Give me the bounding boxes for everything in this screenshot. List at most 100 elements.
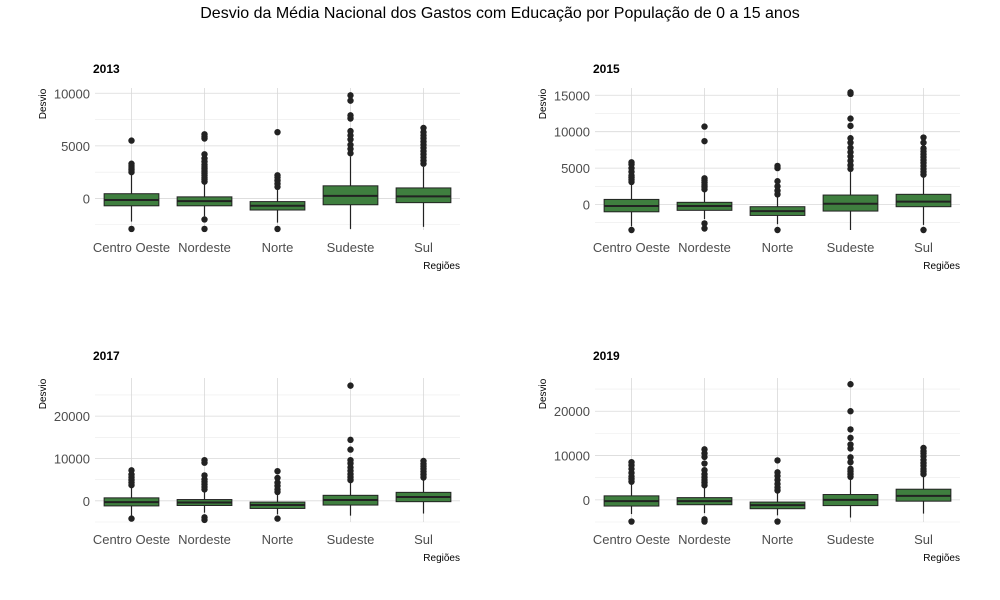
outlier-point xyxy=(847,135,854,142)
box-iqr xyxy=(395,187,452,204)
x-tick-label: Centro Oeste xyxy=(93,532,170,547)
outlier-point xyxy=(701,225,708,232)
panel-2013: 0 5000 10000 Centro Oeste Nordeste Norte Sudes… xyxy=(38,62,460,272)
outlier-point xyxy=(847,426,854,433)
y-tick-label: 0 xyxy=(583,198,590,213)
box-nordeste xyxy=(676,123,733,232)
y-tick-label: 10000 xyxy=(554,125,590,140)
x-tick-label: Sul xyxy=(414,240,433,255)
box-norte xyxy=(249,128,306,233)
outlier-point xyxy=(847,465,854,473)
x-axis-title: Regiões xyxy=(923,553,960,564)
outlier-point xyxy=(701,460,708,467)
outlier-point xyxy=(847,89,854,96)
box-centro-oeste xyxy=(103,467,160,522)
box-centro-oeste xyxy=(103,137,160,233)
outlier-point xyxy=(628,458,635,466)
x-axis-title: Regiões xyxy=(923,261,960,272)
box-norte xyxy=(749,162,806,234)
box-nordeste xyxy=(176,456,233,524)
outlier-point xyxy=(847,408,854,415)
outlier-point xyxy=(347,97,354,104)
x-axis-title: Regiões xyxy=(423,261,460,272)
y-tick-label: 0 xyxy=(583,493,590,508)
outlier-point xyxy=(128,467,135,474)
outlier-point xyxy=(847,381,854,388)
x-tick-label: Centro Oeste xyxy=(593,532,670,547)
outlier-point xyxy=(847,144,854,151)
outlier-point xyxy=(201,151,208,158)
x-tick-label: Centro Oeste xyxy=(93,240,170,255)
x-tick-label: Norte xyxy=(762,532,794,547)
outlier-point xyxy=(347,141,354,148)
outlier-point xyxy=(920,145,927,152)
y-tick-label: 20000 xyxy=(554,404,590,419)
outlier-point xyxy=(701,220,708,227)
x-tick-label: Sul xyxy=(914,532,933,547)
outlier-point xyxy=(128,137,135,144)
x-tick-label: Sul xyxy=(914,240,933,255)
y-tick-label: 5000 xyxy=(61,139,90,154)
box-sul xyxy=(895,134,952,234)
panel-2017: 0 10000 20000 Centro Oeste Nordeste Norte Sude… xyxy=(38,349,460,564)
panel-title: 2017 xyxy=(93,349,120,363)
box-sudeste xyxy=(822,381,879,518)
outlier-point xyxy=(128,225,135,233)
box-norte xyxy=(249,467,306,522)
outlier-point xyxy=(774,226,781,234)
y-tick-label: 10000 xyxy=(54,86,90,101)
outlier-point xyxy=(347,382,354,389)
outlier-point xyxy=(274,172,281,179)
outlier-point xyxy=(347,446,354,453)
x-tick-label: Centro Oeste xyxy=(593,240,670,255)
outlier-point xyxy=(774,469,781,476)
outlier-point xyxy=(920,139,927,146)
outlier-point xyxy=(847,115,854,122)
y-axis-title: Desvio xyxy=(538,378,549,409)
outlier-point xyxy=(701,137,708,145)
outlier-point xyxy=(774,178,781,185)
outlier-point xyxy=(128,160,135,167)
box-nordeste xyxy=(676,446,733,525)
outlier-point xyxy=(847,454,854,461)
y-tick-label: 10000 xyxy=(554,449,590,464)
x-tick-label: Nordeste xyxy=(678,532,731,547)
outlier-point xyxy=(420,457,427,465)
outlier-point xyxy=(347,127,354,135)
outlier-point xyxy=(274,479,281,486)
outlier-point xyxy=(274,515,281,522)
outlier-point xyxy=(201,131,208,138)
box-sul xyxy=(395,457,452,514)
outlier-point xyxy=(347,112,354,119)
outlier-point xyxy=(847,434,854,442)
outlier-point xyxy=(274,467,281,475)
y-axis-title: Desvio xyxy=(38,378,49,409)
y-axis-title: Desvio xyxy=(538,88,549,119)
outlier-point xyxy=(847,458,854,466)
box-sudeste xyxy=(822,89,879,230)
outlier-point xyxy=(847,441,854,448)
outlier-point xyxy=(774,518,781,525)
outlier-point xyxy=(420,124,427,132)
outlier-point xyxy=(347,456,354,464)
outlier-point xyxy=(201,472,208,479)
y-tick-label: 5000 xyxy=(561,161,590,176)
outlier-point xyxy=(128,515,135,522)
x-tick-label: Norte xyxy=(262,240,294,255)
outlier-point xyxy=(701,466,708,474)
panel-2019: 0 10000 20000 Centro Oeste Nordeste Norte Sude… xyxy=(538,349,960,564)
outlier-point xyxy=(701,446,708,453)
outlier-point xyxy=(274,225,281,233)
outlier-point xyxy=(201,514,208,521)
outlier-point xyxy=(774,162,781,170)
x-tick-label: Sudeste xyxy=(827,532,875,547)
outlier-point xyxy=(847,122,854,130)
x-tick-label: Norte xyxy=(262,532,294,547)
y-tick-label: 20000 xyxy=(54,409,90,424)
outlier-point xyxy=(201,216,208,223)
y-tick-label: 0 xyxy=(83,191,90,206)
y-tick-label: 0 xyxy=(83,494,90,509)
outlier-point xyxy=(628,518,635,525)
outlier-point xyxy=(201,456,208,464)
